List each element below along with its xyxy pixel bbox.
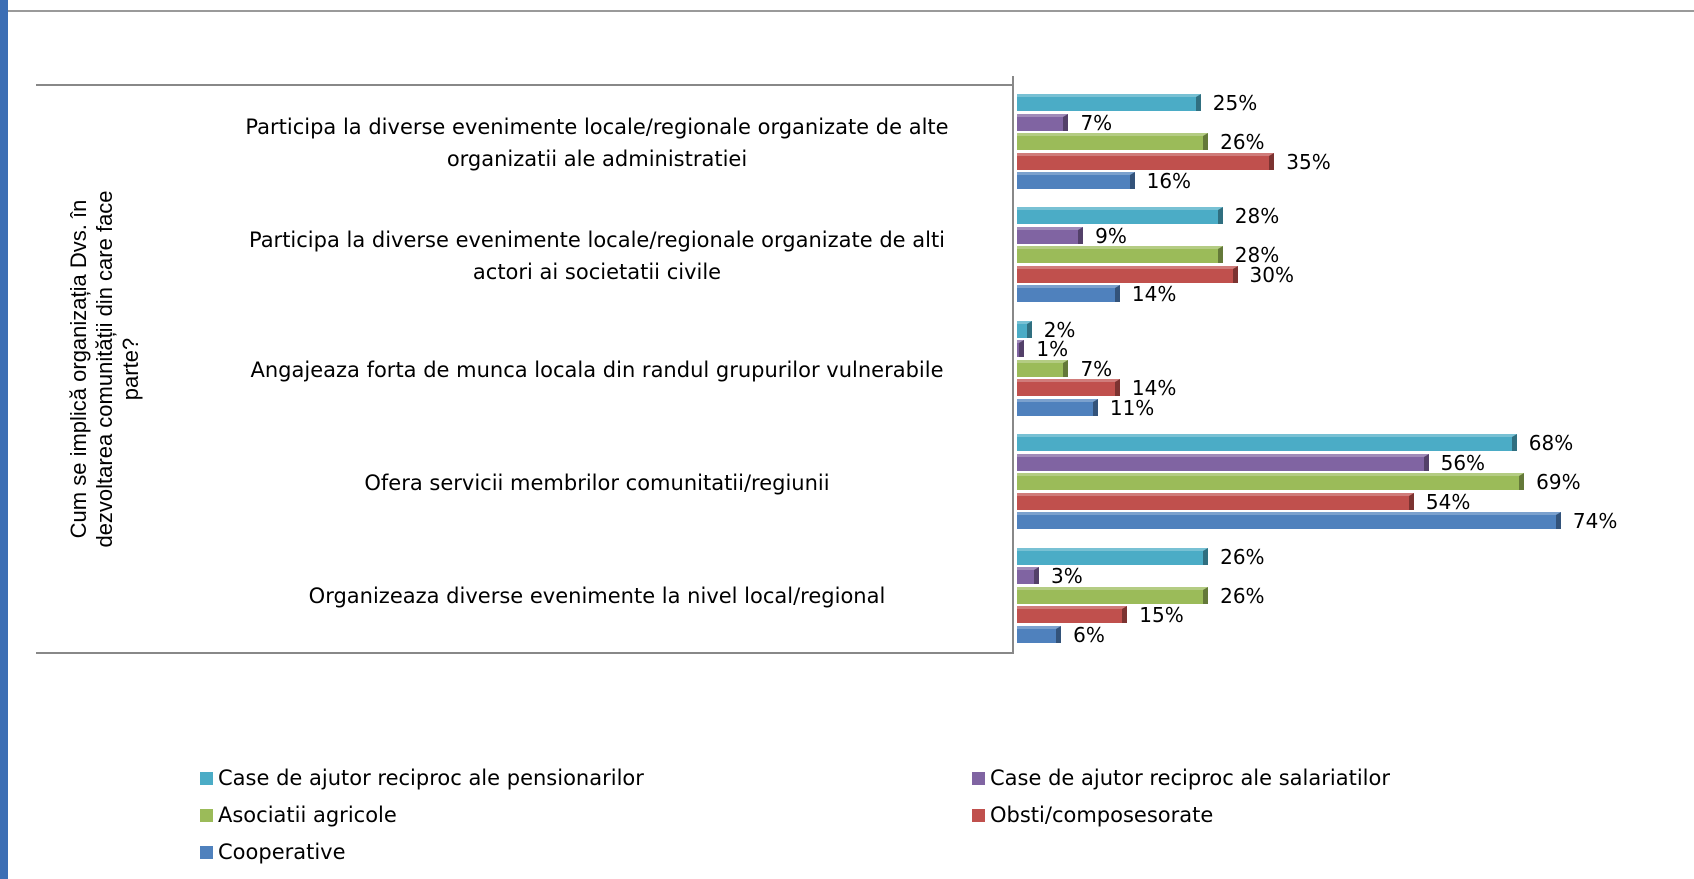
value-label: 26% xyxy=(1220,583,1265,608)
bar xyxy=(1017,473,1525,491)
category-label: Participa la diverse evenimente locale/r… xyxy=(245,114,949,171)
value-label: 56% xyxy=(1440,450,1486,475)
legend-label: Asociatii agricole xyxy=(218,803,397,827)
legend-label: Cooperative xyxy=(218,840,346,864)
legend-swatch xyxy=(200,772,213,785)
value-label: 11% xyxy=(1109,395,1155,420)
value-label: 35% xyxy=(1286,149,1331,174)
category-label: Organizeaza diverse evenimente la nivel … xyxy=(308,584,886,609)
bar xyxy=(1017,453,1429,471)
value-label: 2% xyxy=(1043,317,1076,342)
legend-label: Case de ajutor reciproc ale salariatilor xyxy=(990,766,1390,790)
bar xyxy=(1017,94,1201,111)
axis-line-bottom xyxy=(36,652,1014,654)
value-label: 1% xyxy=(1036,337,1069,362)
value-label: 7% xyxy=(1080,356,1113,381)
bar xyxy=(1017,285,1120,303)
bar xyxy=(1017,492,1414,510)
bar xyxy=(1017,340,1025,358)
value-label: 68% xyxy=(1528,431,1574,456)
value-label: 9% xyxy=(1095,223,1127,248)
category-label: Angajeaza forta de munca locala din rand… xyxy=(250,357,944,382)
axis-title: Cum se implică organizația Dvs. în dezvo… xyxy=(66,190,143,548)
category-label: Participa la diverse evenimente locale/r… xyxy=(248,228,946,285)
value-label: 16% xyxy=(1146,169,1192,193)
value-label: 26% xyxy=(1220,544,1265,569)
legend-swatch xyxy=(200,846,213,859)
value-label: 25% xyxy=(1212,91,1258,115)
legend-label: Obsti/composesorate xyxy=(990,803,1214,827)
value-label: 69% xyxy=(1536,470,1581,495)
bar xyxy=(1017,113,1069,131)
bar xyxy=(1017,359,1069,377)
bar xyxy=(1017,172,1135,189)
bar xyxy=(1017,265,1238,283)
bar xyxy=(1017,152,1275,170)
value-label: 26% xyxy=(1220,130,1265,154)
bar xyxy=(1017,625,1062,643)
bar xyxy=(1017,398,1098,416)
category-label: Ofera servicii membrilor comunitatii/reg… xyxy=(364,470,830,495)
axis-line-top xyxy=(36,84,1014,86)
value-label: 3% xyxy=(1051,564,1083,589)
bar xyxy=(1017,207,1223,225)
legend-swatch xyxy=(972,772,985,785)
value-label: 6% xyxy=(1073,622,1105,647)
bar xyxy=(1017,512,1561,530)
value-label: 54% xyxy=(1425,489,1471,514)
value-label: 30% xyxy=(1249,262,1294,287)
bar xyxy=(1017,606,1128,624)
bar xyxy=(1017,567,1040,585)
value-label: 14% xyxy=(1131,282,1177,307)
value-label: 74% xyxy=(1572,509,1618,534)
bar xyxy=(1017,434,1517,452)
axis-line-left xyxy=(1012,76,1014,654)
frame-top xyxy=(8,10,1694,12)
legend-label: Case de ajutor reciproc ale pensionarilo… xyxy=(218,766,644,790)
value-label: 15% xyxy=(1139,603,1184,628)
legend-swatch xyxy=(972,809,985,822)
legend-swatch xyxy=(200,809,213,822)
value-label: 28% xyxy=(1234,243,1280,268)
bar xyxy=(1017,246,1223,264)
frame-left xyxy=(0,0,8,879)
value-label: 7% xyxy=(1080,110,1113,135)
bar xyxy=(1017,547,1209,565)
bar xyxy=(1017,320,1032,338)
bar xyxy=(1017,133,1209,150)
value-label: 28% xyxy=(1234,204,1280,229)
bar xyxy=(1017,379,1120,397)
bar xyxy=(1017,586,1209,604)
value-label: 14% xyxy=(1131,376,1177,401)
bar xyxy=(1017,226,1084,244)
